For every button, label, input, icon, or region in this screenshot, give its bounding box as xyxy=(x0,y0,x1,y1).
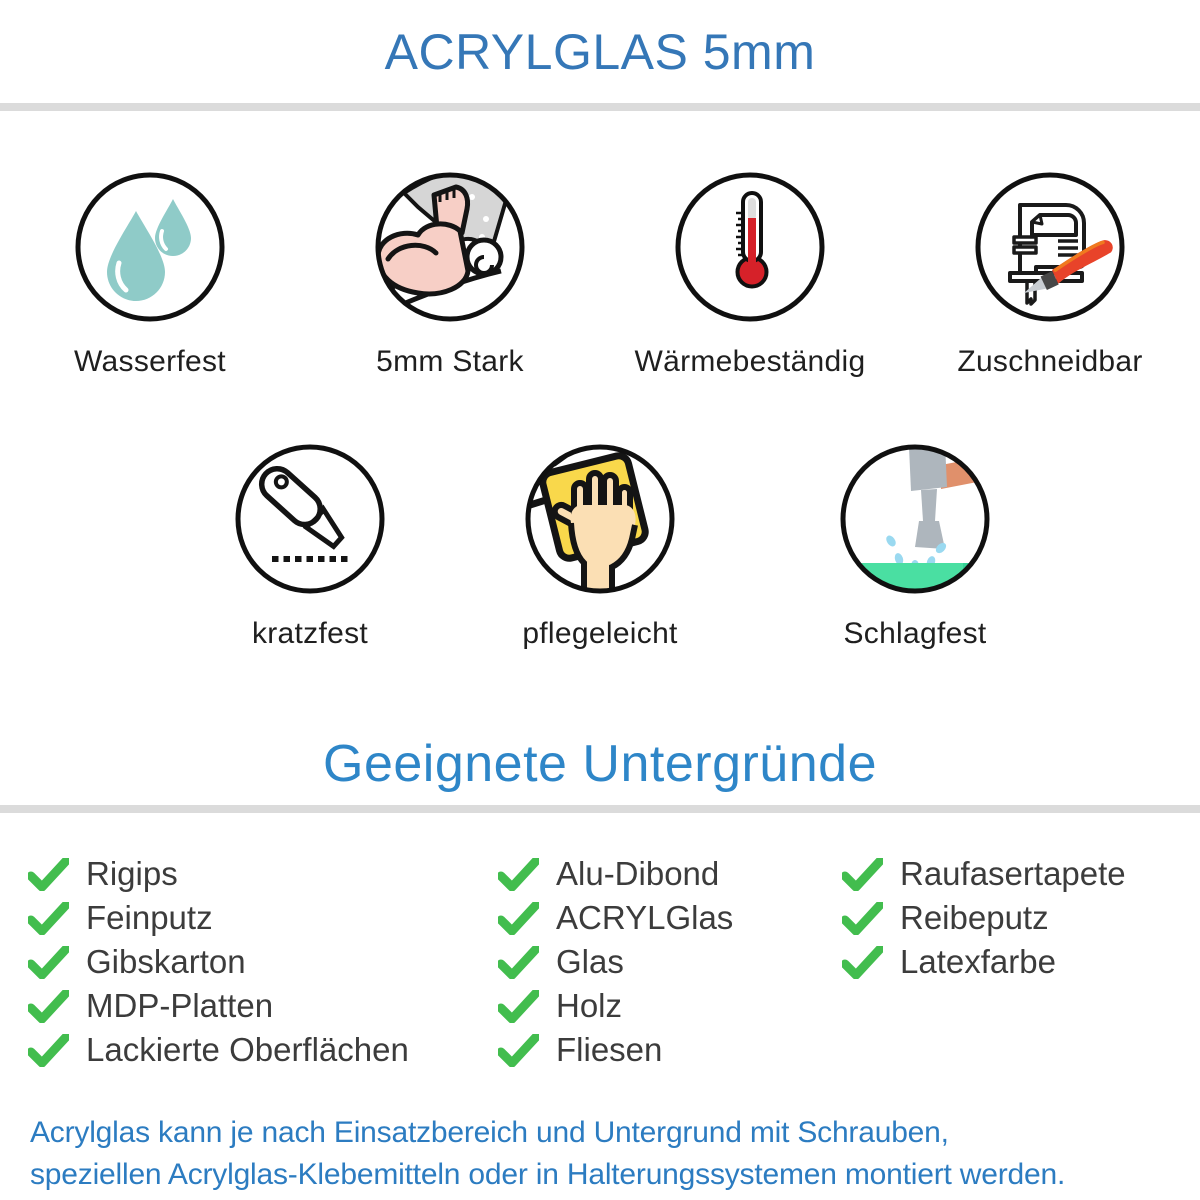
surface-label: ACRYLGlas xyxy=(556,899,734,936)
surface-label: Feinputz xyxy=(86,899,213,936)
list-item: Latexfarbe xyxy=(842,940,1126,984)
surface-label: Latexfarbe xyxy=(900,943,1056,980)
surface-column-3: Raufasertapete Reibeputz Latexfarbe xyxy=(842,852,1126,984)
surface-label: Lackierte Oberflächen xyxy=(86,1031,409,1068)
list-item: ACRYLGlas xyxy=(498,896,733,940)
list-item: Raufasertapete xyxy=(842,852,1126,896)
list-item: Holz xyxy=(498,984,733,1028)
cleaning-hand-icon xyxy=(524,443,676,595)
surface-label: MDP-Platten xyxy=(86,987,274,1024)
check-icon xyxy=(498,945,539,979)
surface-label: Raufasertapete xyxy=(900,855,1126,892)
thermometer-icon xyxy=(674,171,826,323)
feature-label: kratzfest xyxy=(251,617,369,650)
list-item: MDP-Platten xyxy=(28,984,409,1028)
check-icon xyxy=(28,857,69,891)
feature-waermebestaendig: Wärmebeständig xyxy=(600,171,900,379)
check-icon xyxy=(28,945,69,979)
section-heading: Geeignete Untergründe xyxy=(323,735,877,793)
water-drops-icon xyxy=(74,171,226,323)
feature-pflegeleicht: pflegeleicht xyxy=(450,443,750,651)
jigsaw-knife-icon xyxy=(974,171,1126,323)
muscle-arm-icon xyxy=(374,171,526,323)
check-icon xyxy=(842,901,883,935)
list-item: Feinputz xyxy=(28,896,409,940)
feature-5mm-stark: 5mm Stark xyxy=(300,171,600,379)
surface-label: Rigips xyxy=(86,855,178,892)
check-icon xyxy=(842,945,883,979)
list-item: Glas xyxy=(498,940,733,984)
check-icon xyxy=(498,1033,539,1067)
list-item: Rigips xyxy=(28,852,409,896)
feature-zuschneidbar: Zuschneidbar xyxy=(900,171,1200,379)
surface-label: Reibeputz xyxy=(900,899,1049,936)
feature-wasserfest: Wasserfest xyxy=(0,171,300,379)
list-item: Lackierte Oberflächen xyxy=(28,1028,409,1072)
divider xyxy=(0,103,1200,111)
surface-label: Gibskarton xyxy=(86,943,246,980)
feature-schlagfest: Schlagfest xyxy=(765,443,1065,651)
feature-label: pflegeleicht xyxy=(522,617,678,650)
list-item: Gibskarton xyxy=(28,940,409,984)
feature-label: Wärmebeständig xyxy=(634,345,866,378)
surface-label: Glas xyxy=(556,943,624,980)
list-item: Alu-Dibond xyxy=(498,852,733,896)
check-icon xyxy=(28,1033,69,1067)
check-icon xyxy=(498,901,539,935)
feature-label: Wasserfest xyxy=(74,345,226,378)
list-item: Fliesen xyxy=(498,1028,733,1072)
divider xyxy=(0,805,1200,813)
page-title: ACRYLGLAS 5mm xyxy=(384,24,816,80)
feature-kratzfest: kratzfest xyxy=(160,443,460,651)
mounting-note-line2: speziellen Acrylglas-Klebemitteln oder i… xyxy=(30,1158,1066,1191)
cutter-knife-icon xyxy=(234,443,386,595)
surface-label: Fliesen xyxy=(556,1031,663,1068)
surface-label: Alu-Dibond xyxy=(556,855,720,892)
feature-label: Zuschneidbar xyxy=(957,345,1143,378)
list-item: Reibeputz xyxy=(842,896,1126,940)
check-icon xyxy=(498,989,539,1023)
surface-column-1: Rigips Feinputz Gibskarton MDP-Platten L… xyxy=(28,852,409,1072)
mounting-note: Acrylglas kann je nach Einsatzbereich un… xyxy=(30,1112,1190,1196)
feature-label: Schlagfest xyxy=(843,617,987,650)
check-icon xyxy=(28,989,69,1023)
surface-column-2: Alu-Dibond ACRYLGlas Glas Holz Fliesen xyxy=(498,852,733,1072)
check-icon xyxy=(842,857,883,891)
surface-list: Rigips Feinputz Gibskarton MDP-Platten L… xyxy=(0,852,1200,1082)
check-icon xyxy=(28,901,69,935)
surface-label: Holz xyxy=(556,987,623,1024)
feature-label: 5mm Stark xyxy=(376,345,524,378)
check-icon xyxy=(498,857,539,891)
hammer-icon xyxy=(839,443,991,595)
mounting-note-line1: Acrylglas kann je nach Einsatzbereich un… xyxy=(30,1116,949,1149)
